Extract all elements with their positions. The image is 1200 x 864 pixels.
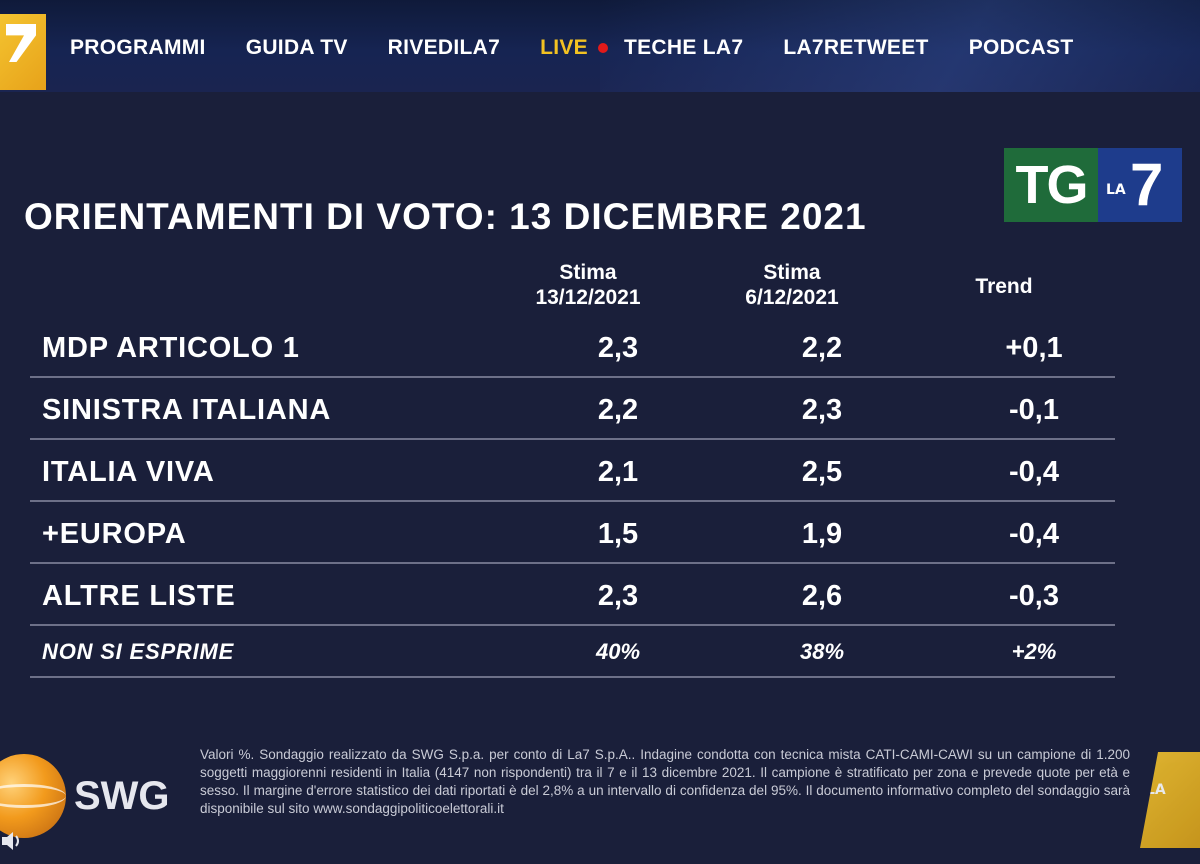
table-row: SINISTRA ITALIANA 2,2 2,3 -0,1 (30, 380, 1115, 440)
la-logo-text: LA (1106, 182, 1126, 198)
nav-item-teche-la7[interactable]: TECHE LA7 (623, 36, 744, 59)
nav-item-rivedila7[interactable]: RIVEDILA7 (387, 36, 501, 59)
top-navigation-bar: PROGRAMMI GUIDA TV RIVEDILA7 LIVE TECHE … (0, 0, 1200, 92)
column-header-estimate-previous: Stima 6/12/2021 (702, 260, 882, 310)
value-trend: -0,3 (1009, 579, 1059, 612)
table-row-undecided: NON SI ESPRIME 40% 38% +2% (30, 626, 1115, 678)
party-name: +EUROPA (42, 517, 187, 550)
nav-item-live[interactable]: LIVE (540, 36, 588, 59)
value-current: 40% (595, 639, 641, 664)
value-trend: -0,1 (1009, 393, 1059, 426)
value-previous: 2,5 (801, 455, 843, 488)
party-name: ITALIA VIVA (42, 455, 215, 488)
la7-logo-badge: LA 7 (1098, 148, 1182, 222)
live-dot-icon (597, 43, 608, 53)
value-current: 2,3 (597, 331, 639, 364)
value-trend: -0,4 (1009, 517, 1059, 550)
value-trend: -0,4 (1009, 455, 1059, 488)
column-header-estimate-current: Stima 13/12/2021 (498, 260, 678, 310)
value-trend: +0,1 (1005, 331, 1063, 364)
swg-globe-icon (0, 754, 66, 838)
seven-logo-text: 7 (1130, 151, 1164, 218)
corner-logo-text: LA (1146, 782, 1166, 798)
column-header-line2: 13/12/2021 (535, 286, 641, 309)
party-name: ALTRE LISTE (42, 579, 236, 612)
swg-logo-text: SWG (74, 774, 170, 818)
tg-logo-text: TG (1004, 148, 1098, 222)
tg-la7-logo: TG LA 7 (1004, 148, 1182, 222)
column-header-line1: Stima (559, 261, 617, 284)
value-trend: +2% (1011, 639, 1057, 664)
party-name: SINISTRA ITALIANA (42, 393, 332, 426)
table-row: ITALIA VIVA 2,1 2,5 -0,4 (30, 442, 1115, 502)
nav-item-podcast[interactable]: PODCAST (968, 36, 1074, 59)
nav-item-la7retweet[interactable]: LA7RETWEET (783, 36, 929, 59)
swg-logo: SWG (0, 750, 190, 840)
value-current: 2,2 (597, 393, 639, 426)
value-previous: 2,2 (801, 331, 843, 364)
value-previous: 38% (799, 639, 845, 664)
column-header-line1: Trend (975, 275, 1033, 298)
column-header-line2: 6/12/2021 (745, 286, 839, 309)
nav-item-guida-tv[interactable]: GUIDA TV (245, 36, 348, 59)
main-nav: PROGRAMMI GUIDA TV RIVEDILA7 LIVE TECHE … (70, 36, 1113, 60)
la7-logo-icon[interactable] (0, 14, 46, 90)
value-previous: 2,6 (801, 579, 843, 612)
party-name: NON SI ESPRIME (42, 639, 235, 664)
nav-item-programmi[interactable]: PROGRAMMI (70, 36, 206, 59)
value-current: 1,5 (597, 517, 639, 550)
column-header-trend: Trend (914, 274, 1094, 299)
column-header-line1: Stima (763, 261, 821, 284)
table-row: MDP ARTICOLO 1 2,3 2,2 +0,1 (30, 318, 1115, 378)
speaker-icon[interactable] (0, 828, 24, 854)
table-row: +EUROPA 1,5 1,9 -0,4 (30, 504, 1115, 564)
table-row: ALTRE LISTE 2,3 2,6 -0,3 (30, 566, 1115, 626)
value-current: 2,3 (597, 579, 639, 612)
page-title: ORIENTAMENTI DI VOTO: 13 DICEMBRE 2021 (24, 196, 867, 237)
la7-corner-logo-icon: LA (1140, 752, 1200, 848)
value-current: 2,1 (597, 455, 639, 488)
value-previous: 1,9 (801, 517, 843, 550)
value-previous: 2,3 (801, 393, 843, 426)
party-name: MDP ARTICOLO 1 (42, 331, 300, 364)
methodology-note: Valori %. Sondaggio realizzato da SWG S.… (200, 747, 1130, 816)
